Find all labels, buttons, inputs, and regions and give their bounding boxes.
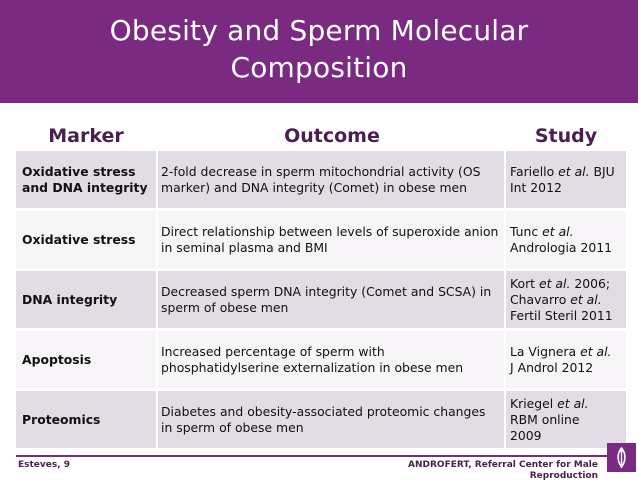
study-journal: Fertil Steril 2011: [510, 307, 613, 323]
results-table: Oxidative stress and DNA integrity 2-fol…: [16, 151, 626, 448]
study-author: Fariello: [510, 163, 555, 179]
outcome-cell: Diabetes and obesity-associated proteomi…: [156, 391, 504, 448]
study-journal: RBM online: [510, 411, 580, 427]
study-author: La Vignera: [510, 343, 577, 359]
marker-cell: Oxidative stress and DNA integrity: [22, 163, 148, 195]
slide-title-line-1: Obesity and Sperm Molecular: [109, 14, 529, 47]
study-journal: Andrologia 2011: [510, 239, 612, 255]
marker-cell: Proteomics: [22, 411, 101, 427]
study-etal: et al.: [557, 395, 589, 411]
footer-organization: ANDROFERT, Referral Center for Male Repr…: [408, 460, 598, 481]
footer-author: Esteves, 9: [18, 460, 71, 470]
marker-cell: Apoptosis: [22, 351, 92, 367]
androfert-logo-icon: [607, 443, 636, 472]
footer-divider: [16, 455, 608, 457]
outcome-cell: Direct relationship between levels of su…: [156, 211, 504, 268]
outcome-cell: 2-fold decrease in sperm mitochondrial a…: [156, 151, 504, 208]
table-row: Oxidative stress and DNA integrity 2-fol…: [16, 151, 626, 208]
study-author: Tunc: [510, 223, 539, 239]
study-cell: Fariello et al. BJU Int 2012: [504, 151, 626, 208]
slide-title-line-2: Composition: [230, 51, 408, 84]
study-year: 2009: [510, 427, 542, 443]
study-cell: Tunc et al. Andrologia 2011: [504, 211, 626, 268]
column-header-marker: Marker: [48, 125, 124, 147]
study-etal: et al.: [539, 275, 571, 291]
study-cell: Kort et al. 2006; Chavarro et al. Fertil…: [504, 271, 626, 328]
column-header-outcome: Outcome: [284, 125, 380, 147]
outcome-cell: Decreased sperm DNA integrity (Comet and…: [156, 271, 504, 328]
study-etal: et al.: [558, 163, 590, 179]
column-header-study: Study: [534, 125, 598, 147]
study-year: 2006;: [574, 275, 611, 291]
table-row: Oxidative stress Direct relationship bet…: [16, 208, 626, 268]
study-journal: J Androl 2012: [510, 359, 594, 375]
study-etal: et al.: [580, 343, 612, 359]
study-cell: Kriegel et al. RBM online 2009: [504, 391, 626, 448]
marker-cell: Oxidative stress: [22, 231, 136, 247]
study-cell: La Vignera et al. J Androl 2012: [504, 331, 626, 388]
study-author: Chavarro: [510, 291, 567, 307]
marker-cell: DNA integrity: [22, 291, 118, 307]
table-row: Apoptosis Increased percentage of sperm …: [16, 328, 626, 388]
study-author: Kriegel: [510, 395, 554, 411]
table-row: Proteomics Diabetes and obesity-associat…: [16, 388, 626, 448]
table-row: DNA integrity Decreased sperm DNA integr…: [16, 268, 626, 328]
study-etal: et al.: [570, 291, 602, 307]
study-journal: BJU Int 2012: [510, 163, 615, 195]
slide-title: Obesity and Sperm Molecular Composition: [0, 12, 638, 86]
title-banner: [0, 0, 638, 103]
outcome-cell: Increased percentage of sperm with phosp…: [156, 331, 504, 388]
study-etal: et al.: [542, 223, 574, 239]
study-author: Kort: [510, 275, 536, 291]
